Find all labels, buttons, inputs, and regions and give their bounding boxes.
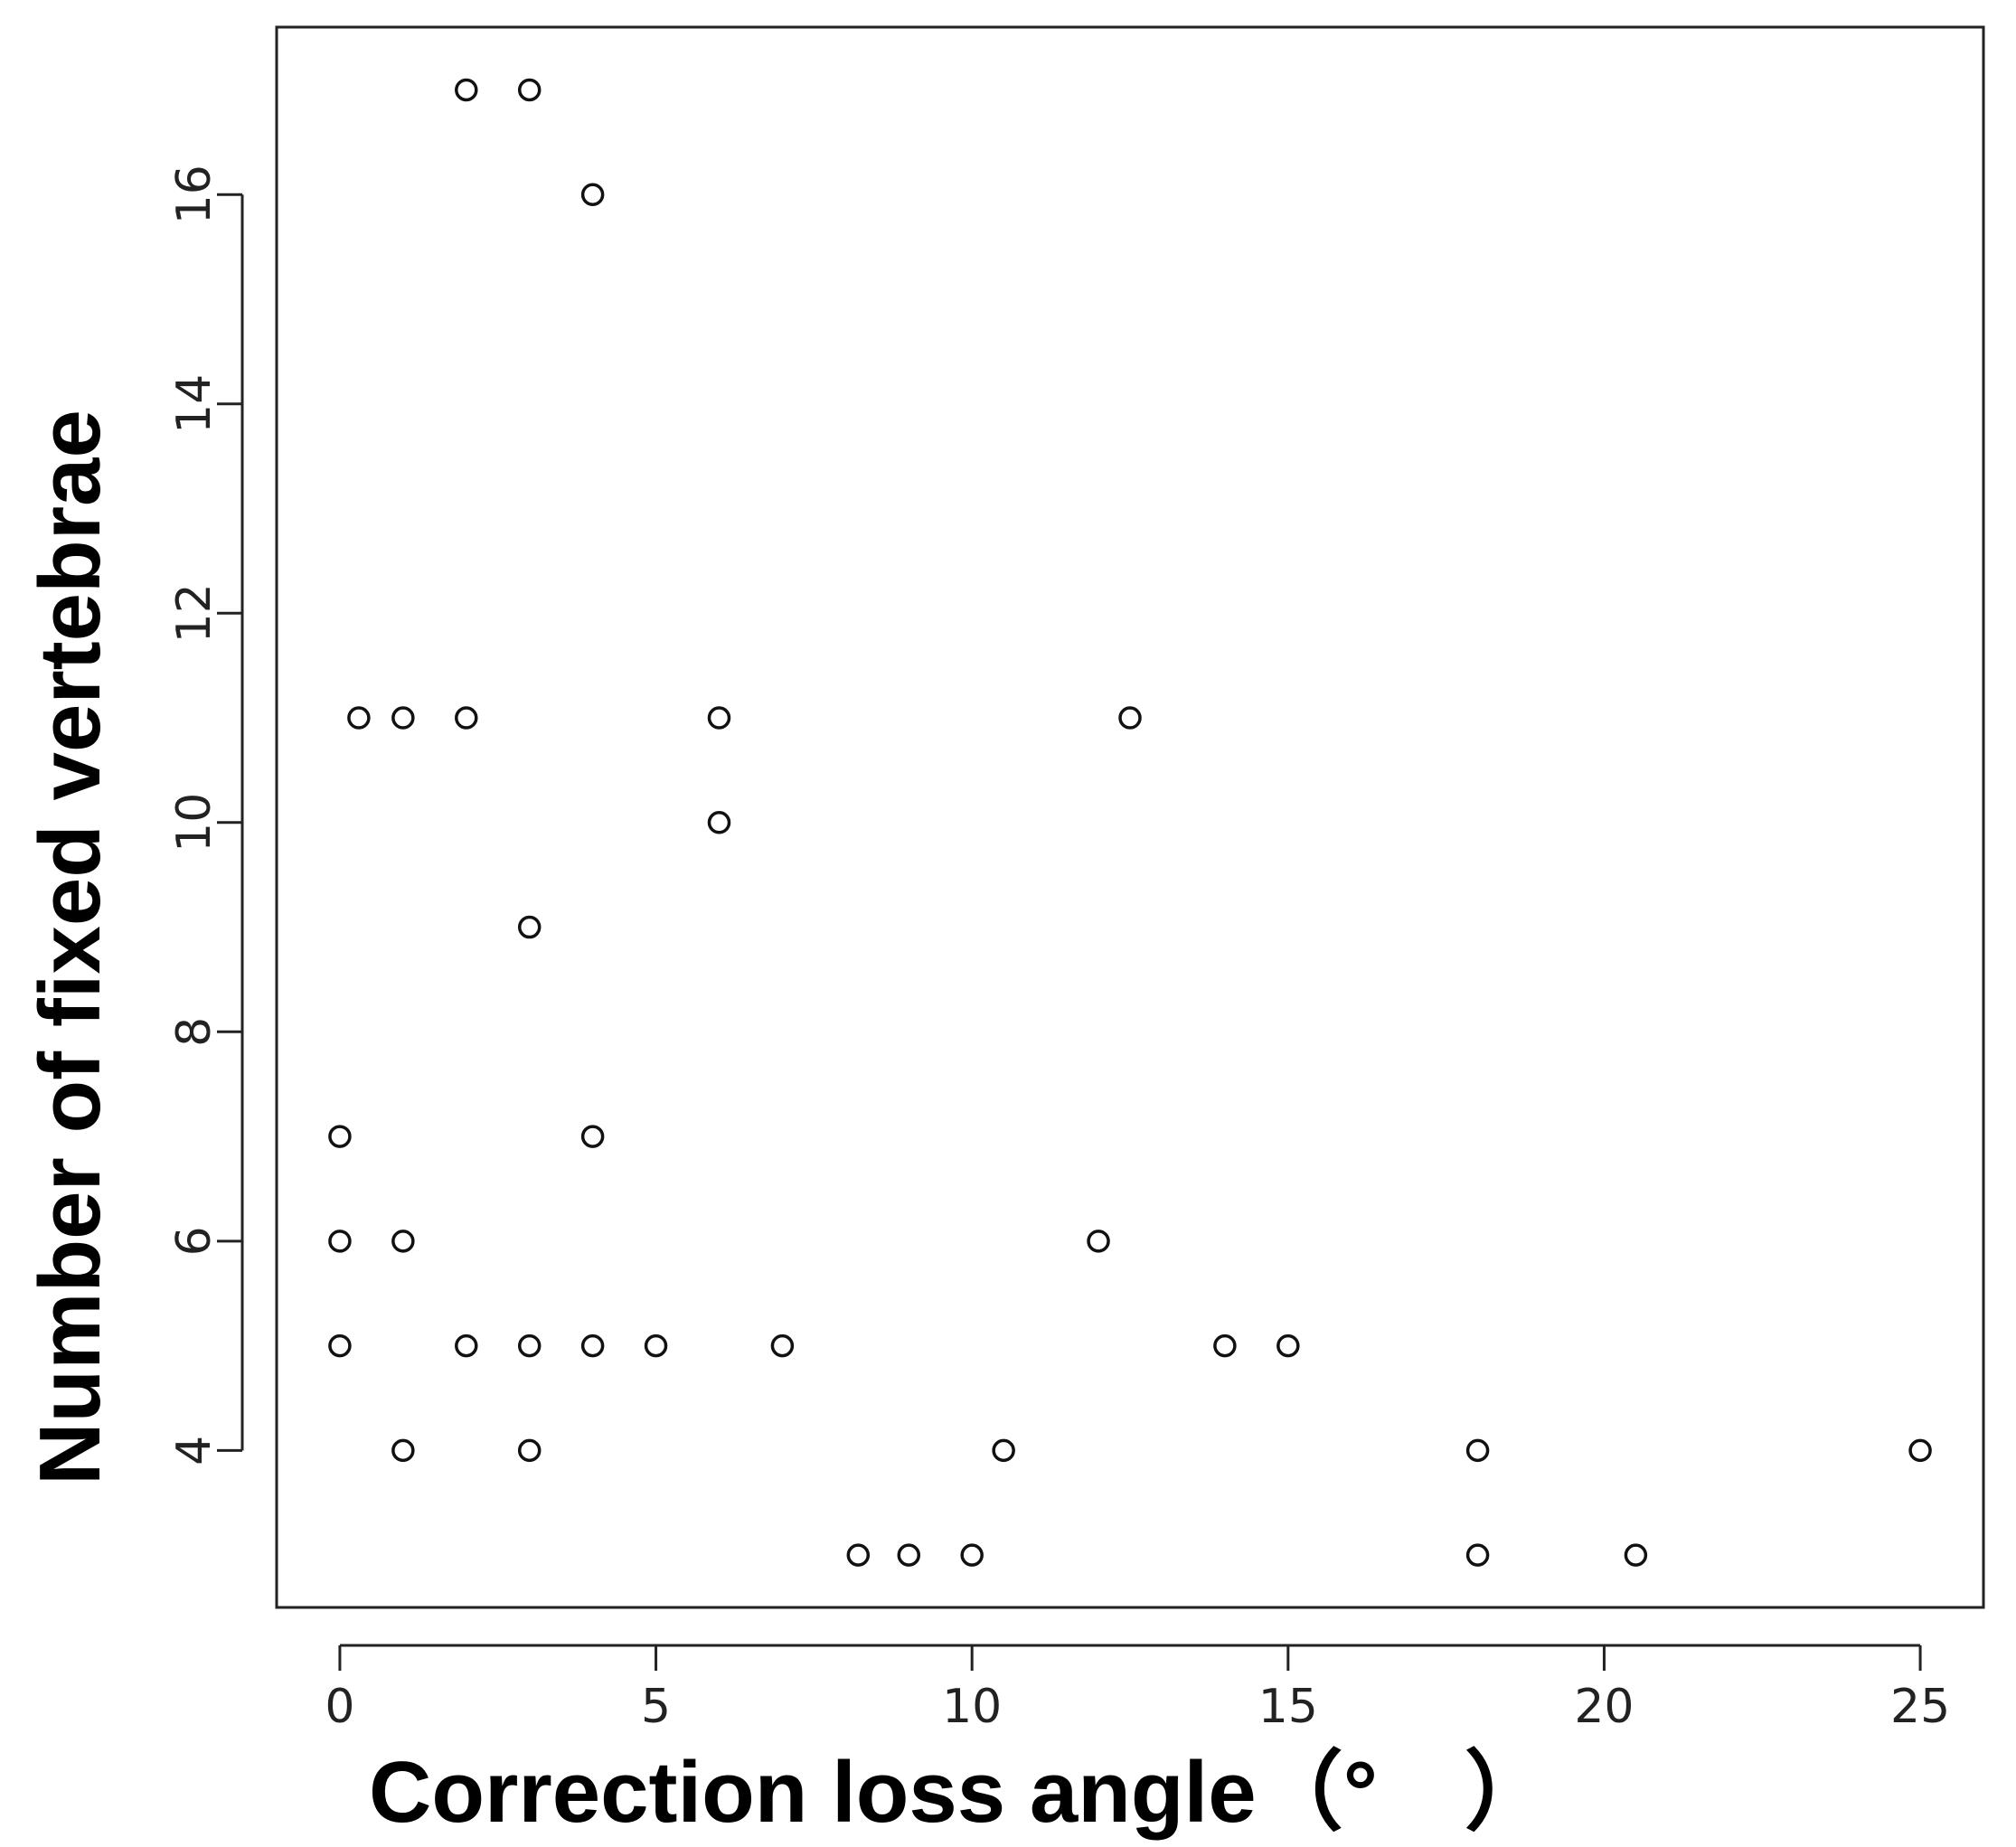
data-point [391, 1438, 415, 1463]
data-point [517, 1333, 542, 1358]
data-point [580, 183, 605, 206]
y-tick-label: 14 [167, 374, 221, 434]
y-axis: 4 6 8 10 12 14 16 [167, 165, 244, 1465]
data-points [328, 78, 1932, 1567]
y-tick-label: 8 [167, 1017, 221, 1047]
x-tick-label: 25 [1890, 1680, 1950, 1734]
data-point [1465, 1438, 1490, 1463]
plot-frame [275, 25, 1985, 1609]
data-point [328, 1333, 352, 1358]
data-point [1624, 1543, 1648, 1567]
data-point [391, 706, 415, 730]
data-point [328, 1125, 352, 1148]
data-point [770, 1333, 795, 1358]
y-tick-label: 12 [167, 583, 221, 643]
data-point [1465, 1543, 1490, 1567]
data-point [517, 915, 542, 939]
data-point [1276, 1333, 1300, 1358]
x-tick-label: 15 [1258, 1680, 1318, 1734]
y-tick-label: 6 [167, 1226, 221, 1256]
x-axis-title: Correction loss angle（° ） [369, 1744, 1551, 1841]
data-point [707, 706, 731, 730]
data-point [455, 706, 478, 730]
x-tick-label: 10 [942, 1680, 1002, 1734]
x-tick-label: 5 [641, 1680, 671, 1734]
data-point [347, 706, 371, 730]
y-tick-label: 10 [167, 793, 221, 853]
data-point [1908, 1438, 1932, 1463]
data-point [897, 1543, 921, 1567]
data-point [517, 1438, 542, 1463]
data-point [328, 1230, 352, 1253]
x-tick-label: 20 [1574, 1680, 1634, 1734]
data-point [992, 1438, 1015, 1463]
data-point [391, 1230, 415, 1253]
data-point [517, 78, 542, 102]
data-point [1118, 706, 1142, 730]
data-point [580, 1125, 605, 1148]
data-point [846, 1543, 871, 1567]
x-axis: 0 5 10 15 20 25 [325, 1644, 1950, 1734]
y-axis-title: Number of fixed vertebrae [22, 410, 118, 1485]
x-tick-label: 0 [325, 1680, 354, 1734]
data-point [707, 811, 731, 834]
data-point [1213, 1333, 1237, 1358]
data-point [644, 1333, 668, 1358]
data-point [455, 78, 478, 102]
data-point [580, 1333, 605, 1358]
data-point [960, 1543, 984, 1567]
data-point [1087, 1230, 1110, 1253]
y-tick-label: 4 [167, 1436, 221, 1465]
y-tick-label: 16 [167, 165, 221, 224]
data-point [455, 1333, 478, 1358]
